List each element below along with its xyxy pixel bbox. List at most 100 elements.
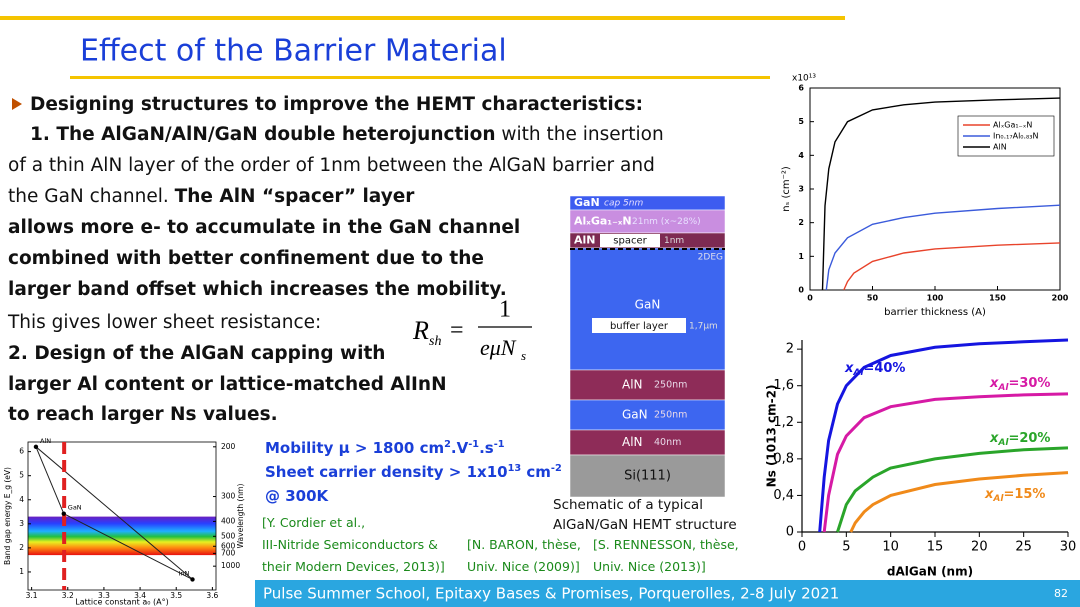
formula-numerator: 1: [499, 297, 511, 323]
text-line: the GaN channel. The AlN “spacer” layer: [8, 186, 414, 208]
text-line: larger band offset which increases the m…: [8, 279, 507, 301]
y-tick-label: 0,8: [773, 451, 794, 466]
bullet-arrow: [12, 98, 22, 110]
y-tick-label: 4: [19, 495, 24, 504]
text-run: -1: [493, 439, 505, 450]
x-tick-label: 50: [867, 294, 879, 303]
title-underline: [70, 76, 770, 79]
y2-tick-label: 700: [221, 548, 236, 557]
layer-name: AlN: [574, 234, 596, 247]
material-point: [61, 511, 66, 516]
formula-lhs: R: [412, 316, 429, 345]
layer: [569, 247, 726, 371]
text-line: 2. Design of the AlGaN capping with: [8, 343, 385, 365]
footer-text: Pulse Summer School, Epitaxy Bases & Pro…: [263, 585, 839, 603]
label-rest: =30%: [1008, 376, 1050, 391]
label-main: x: [989, 376, 999, 391]
property-line: @ 300K: [265, 487, 328, 505]
layer: [569, 429, 726, 456]
text-line: larger Al content or lattice-matched AlI…: [8, 374, 447, 396]
layer-box-label: spacer: [613, 236, 647, 247]
text-run: 1. The AlGaN/AlN/GaN double heterojuncti…: [30, 124, 496, 145]
text-run: The AlN “spacer” layer: [174, 186, 415, 207]
x-axis-label: barrier thickness (A): [884, 307, 986, 318]
y-tick-label: 1: [798, 252, 804, 261]
text-run: to reach larger Ns values.: [8, 404, 278, 425]
y2-tick-label: 400: [221, 516, 236, 525]
y2-tick-label: 600: [221, 541, 236, 550]
series-line: [825, 204, 1061, 291]
reference-line: III-Nitride Semiconductors &: [262, 537, 438, 552]
x-tick-label: 30: [1060, 540, 1077, 555]
text-run: with the insertion: [495, 124, 664, 145]
text-run: larger Al content or lattice-matched AlI…: [8, 374, 447, 395]
y2-tick-label: 500: [221, 531, 236, 540]
y-tick-label: 3: [798, 185, 804, 194]
x-tick-label: 20: [971, 540, 988, 555]
text-run: cm: [521, 463, 551, 481]
layer: [569, 399, 726, 431]
text-line: Designing structures to improve the HEMT…: [30, 94, 643, 116]
footer-band: [255, 580, 1080, 607]
y-tick-label: 2: [19, 543, 24, 552]
channel-label: 2DEG: [698, 253, 723, 263]
label-rest: =15%: [1003, 487, 1045, 502]
property-line: Sheet carrier density > 1x1013 cm-2: [265, 463, 562, 481]
text-run: This gives lower sheet resistance:: [8, 312, 322, 333]
visible-spectrum: [28, 516, 216, 556]
layer-name: GaN: [635, 298, 661, 312]
series-line: [849, 471, 1069, 533]
label-sub: Al: [852, 368, 864, 378]
material-point: [33, 444, 39, 450]
label-sub: Al: [992, 494, 1004, 504]
y-tick-label: 0,4: [773, 488, 794, 503]
y-tick-label: 4: [798, 151, 804, 160]
alloy-line: [35, 446, 65, 514]
reference-line: [Y. Cordier et al.,: [262, 515, 366, 530]
layer: [569, 454, 726, 498]
y2-tick-label: 300: [221, 492, 236, 501]
label-main: x: [989, 431, 999, 446]
text-run: .V: [450, 439, 469, 457]
reference-line: their Modern Devices, 2013)]: [262, 559, 445, 574]
text-line: 1. The AlGaN/AlN/GaN double heterojuncti…: [30, 124, 664, 146]
material-point: [190, 577, 195, 582]
layer-name: Si(111): [624, 469, 671, 484]
layer-detail: cap 5nm: [604, 199, 643, 209]
y-tick-label: 2: [786, 342, 794, 357]
x-tick-label: 3.6: [206, 591, 218, 600]
x-tick-label: 0: [798, 540, 806, 555]
layer-name: GaN: [574, 196, 600, 209]
legend-label: In₀.₁₇Al₀.₈₃N: [993, 132, 1038, 141]
x-tick-label: 3.3: [98, 591, 110, 600]
x-tick-label: 3.4: [134, 591, 146, 600]
x-tick-label: 200: [1052, 294, 1069, 303]
text-run: larger band offset which increases the m…: [8, 279, 507, 300]
text-run: the GaN channel.: [8, 186, 175, 207]
y-axis-label: Band gap energy E_g (eV): [3, 467, 12, 565]
slide-title: Effect of the Barrier Material: [80, 34, 507, 69]
layer-detail: 21nm (x~28%): [632, 217, 701, 227]
x-tick-label: 3.2: [62, 591, 74, 600]
y-tick-label: 1: [19, 567, 24, 576]
text-run: Mobility μ > 1800 cm: [265, 439, 445, 457]
reference-line: [N. BARON, thèse,: [467, 537, 581, 552]
formula-denominator-sub: s: [521, 348, 526, 363]
x-axis-label: Lattice constant a₀ (A°): [75, 598, 168, 607]
text-run: 13: [507, 463, 522, 474]
series-label: xAl=15%: [984, 487, 1045, 504]
text-line: of a thin AlN layer of the order of 1nm …: [8, 155, 655, 177]
y2-tick-label: 1000: [221, 561, 240, 570]
layer-name: AlₓGa₁₋ₓN: [574, 215, 632, 228]
text-run: Sheet carrier density > 1x10: [265, 463, 508, 481]
y-tick-label: 6: [798, 84, 804, 93]
layer-detail: 250nm: [654, 380, 687, 391]
stack-caption: AlGaN/GaN HEMT structure: [553, 517, 737, 533]
x-axis-label: dAlGaN (nm): [887, 565, 973, 579]
y-axis-label: Ns (1013 cm-2): [765, 385, 779, 488]
material-label: InN: [179, 569, 190, 577]
series-label: xAl=40%: [844, 361, 905, 378]
formula-equals: =: [450, 318, 464, 344]
